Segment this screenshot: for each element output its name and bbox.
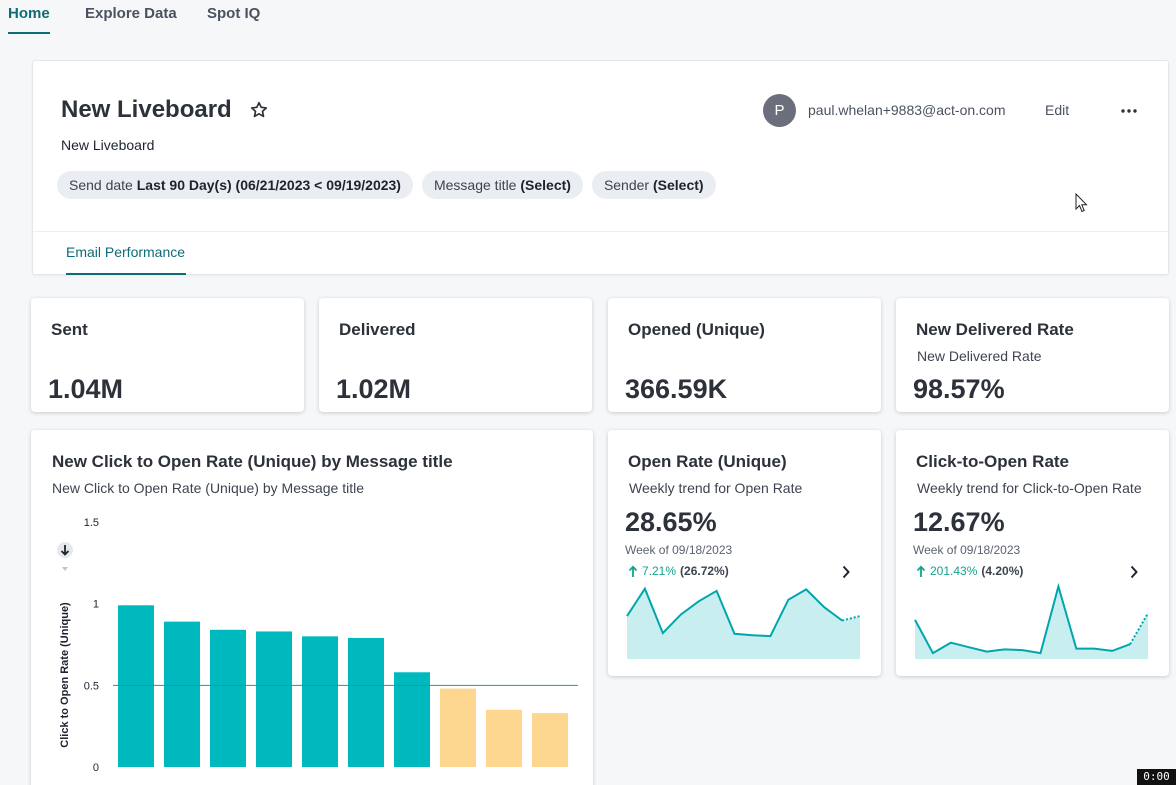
trend-subtitle: Weekly trend for Open Rate <box>629 480 803 496</box>
bar-chart-card[interactable]: New Click to Open Rate (Unique) by Messa… <box>31 430 593 785</box>
filter-chip-sender[interactable]: Sender (Select) <box>591 171 716 199</box>
bar[interactable] <box>118 605 154 767</box>
filter-value: (Select) <box>652 177 704 193</box>
filter-chip-message-title[interactable]: Message title (Select) <box>421 171 583 199</box>
kpi-value: 98.57% <box>913 374 1005 404</box>
sort-descending-icon[interactable] <box>57 542 73 558</box>
trend-change: 201.43% (4.20%) <box>916 564 1023 578</box>
sparkline-projection <box>841 615 861 622</box>
kpi-card-delivered[interactable]: Delivered 1.02M <box>319 298 592 412</box>
sparkline-area <box>915 586 1148 659</box>
bar[interactable] <box>164 621 200 767</box>
chevron-right-icon[interactable] <box>1126 564 1142 580</box>
trend-change: 7.21% (26.72%) <box>628 564 729 578</box>
divider <box>33 231 1168 232</box>
sparkline-projection <box>1129 612 1149 645</box>
chevron-right-icon[interactable] <box>838 564 854 580</box>
arrow-up-icon <box>916 564 926 577</box>
star-icon[interactable] <box>249 100 269 120</box>
trend-change-value: 7.21% <box>642 564 677 578</box>
liveboard-header: New Liveboard New Liveboard Send date La… <box>32 60 1169 275</box>
kpi-description: New Delivered Rate <box>917 348 1042 364</box>
edit-button[interactable]: Edit <box>1045 102 1070 118</box>
liveboard-title: New Liveboard <box>61 96 232 123</box>
nav-tab-home[interactable]: Home <box>8 5 50 34</box>
kpi-card-opened[interactable]: Opened (Unique) 366.59K <box>608 298 881 412</box>
y-tick-label: 1.5 <box>84 517 99 529</box>
sparkline-line <box>626 586 843 638</box>
sparkline-chart <box>914 582 1149 659</box>
filter-label: Send date <box>69 177 133 193</box>
trend-previous-value: (4.20%) <box>981 564 1024 578</box>
nav-tab-explore-data[interactable]: Explore Data <box>85 5 177 22</box>
filter-value: (Select) <box>520 177 571 193</box>
bar[interactable] <box>348 637 384 767</box>
sort-caret-icon <box>62 567 68 571</box>
filter-label: Message title <box>433 177 517 193</box>
trend-card-open-rate[interactable]: Open Rate (Unique) Weekly trend for Open… <box>608 430 881 676</box>
bar[interactable] <box>486 709 522 767</box>
filter-bar: Send date Last 90 Day(s) (06/21/2023 < 0… <box>57 171 716 199</box>
trend-value: 12.67% <box>913 507 1005 537</box>
y-tick-label: 0 <box>93 762 99 774</box>
bar[interactable] <box>394 672 430 767</box>
arrow-up-icon <box>628 564 638 577</box>
kpi-value: 366.59K <box>625 374 728 404</box>
filter-chip-send-date[interactable]: Send date Last 90 Day(s) (06/21/2023 < 0… <box>57 171 413 199</box>
trend-card-click-to-open-rate[interactable]: Click-to-Open Rate Weekly trend for Clic… <box>896 430 1169 676</box>
bar[interactable] <box>302 636 338 767</box>
avatar[interactable]: P <box>763 94 796 127</box>
bar[interactable] <box>532 713 568 767</box>
nav-tab-spot-iq[interactable]: Spot IQ <box>207 5 261 22</box>
top-nav: Home Explore Data Spot IQ <box>0 0 1176 36</box>
user-email: paul.whelan+9883@act-on.com <box>808 102 1006 118</box>
tab-email-performance[interactable]: Email Performance <box>66 244 187 275</box>
liveboard-subtitle: New Liveboard <box>61 137 155 153</box>
trend-week: Week of 09/18/2023 <box>913 543 1021 557</box>
trend-title: Click-to-Open Rate <box>916 452 1070 471</box>
sparkline-chart <box>626 586 861 659</box>
more-horizontal-icon[interactable] <box>1119 101 1139 121</box>
bar[interactable] <box>210 629 246 767</box>
y-tick-label: 0.5 <box>84 680 99 692</box>
trend-subtitle: Weekly trend for Click-to-Open Rate <box>917 480 1142 496</box>
filter-label: Sender <box>603 177 650 193</box>
kpi-card-sent[interactable]: Sent 1.04M <box>31 298 304 412</box>
filter-value: Last 90 Day(s) (06/21/2023 < 09/19/2023) <box>136 177 401 193</box>
bar-chart: 0 0.5 1 1.5 Click to Open Rate (Unique) <box>57 517 578 774</box>
bar[interactable] <box>440 688 476 767</box>
bar[interactable] <box>256 631 292 767</box>
trend-value: 28.65% <box>625 507 717 537</box>
kpi-value: 1.02M <box>336 374 412 404</box>
kpi-card-new-delivered-rate[interactable]: New Delivered Rate New Delivered Rate 98… <box>896 298 1169 412</box>
trend-title: Open Rate (Unique) <box>628 452 787 471</box>
y-axis-label: Click to Open Rate (Unique) <box>59 602 71 748</box>
kpi-title: New Delivered Rate <box>916 320 1074 339</box>
kpi-title: Delivered <box>339 320 416 339</box>
trend-previous-value: (26.72%) <box>680 564 729 578</box>
chart-title: New Click to Open Rate (Unique) by Messa… <box>52 452 453 471</box>
timer-badge: 0:00 <box>1137 769 1176 785</box>
kpi-value: 1.04M <box>48 374 124 404</box>
trend-change-value: 201.43% <box>930 564 978 578</box>
y-tick-label: 1 <box>93 599 99 611</box>
kpi-title: Sent <box>51 320 88 339</box>
mouse-cursor-icon <box>1075 193 1088 213</box>
trend-week: Week of 09/18/2023 <box>625 543 733 557</box>
sparkline-line <box>914 582 1131 655</box>
chart-subtitle: New Click to Open Rate (Unique) by Messa… <box>52 480 365 496</box>
sparkline-area <box>627 588 860 659</box>
kpi-title: Opened (Unique) <box>628 320 765 339</box>
